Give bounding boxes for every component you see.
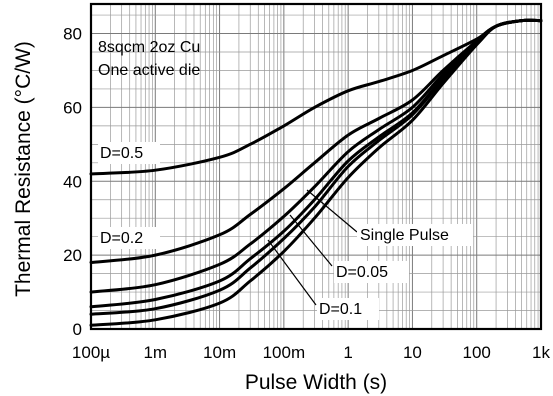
- x-tick-label: 10m: [203, 343, 236, 362]
- label-single-pulse: Single Pulse: [360, 227, 449, 244]
- x-tick-label: 1: [343, 343, 352, 362]
- series-line-5: [89, 18, 543, 327]
- leader-d01: [267, 239, 317, 306]
- x-tick-label: 1k: [532, 343, 550, 362]
- x-axis-title: Pulse Width (s): [245, 371, 387, 394]
- tick-labels: 100µ 1m 10m 100m 1 10 100 1k 0 20 40 60 80: [63, 25, 550, 362]
- label-d02: D=0.2: [100, 230, 143, 247]
- annotation-line-1: 8sqcm 2oz Cu: [98, 39, 200, 56]
- label-bg-single: [357, 224, 473, 246]
- label-d01: D=0.1: [319, 301, 362, 318]
- leader-single: [306, 189, 358, 233]
- label-bg-d05: [98, 142, 160, 164]
- y-tick-label: 20: [63, 246, 82, 265]
- y-tick-label: 80: [63, 25, 82, 44]
- y-axis-title: Thermal Resistance (°C/W): [12, 41, 35, 297]
- leader-d005: [289, 214, 333, 267]
- x-tick-label: 100µ: [72, 343, 110, 362]
- x-tick-label: 100: [463, 343, 491, 362]
- x-tick-label: 10: [403, 343, 422, 362]
- series-labels: D=0.5 D=0.2 Single Pulse D=0.05 D=0.1: [98, 142, 473, 320]
- annotations: 8sqcm 2oz Cu One active die: [98, 39, 200, 79]
- label-bg-d01: [317, 298, 379, 320]
- y-tick-label: 0: [73, 320, 82, 339]
- plot-frame: [89, 2, 543, 331]
- annotation-line-2: One active die: [98, 62, 200, 79]
- label-d05: D=0.5: [100, 145, 143, 162]
- label-bg-d005: [334, 261, 409, 283]
- label-bg-d02: [98, 227, 160, 249]
- curves: [89, 18, 543, 327]
- y-tick-label: 60: [63, 98, 82, 117]
- label-d005: D=0.05: [336, 264, 388, 281]
- x-tick-label: 100m: [263, 343, 306, 362]
- x-tick-label: 1m: [143, 343, 167, 362]
- y-tick-label: 40: [63, 172, 82, 191]
